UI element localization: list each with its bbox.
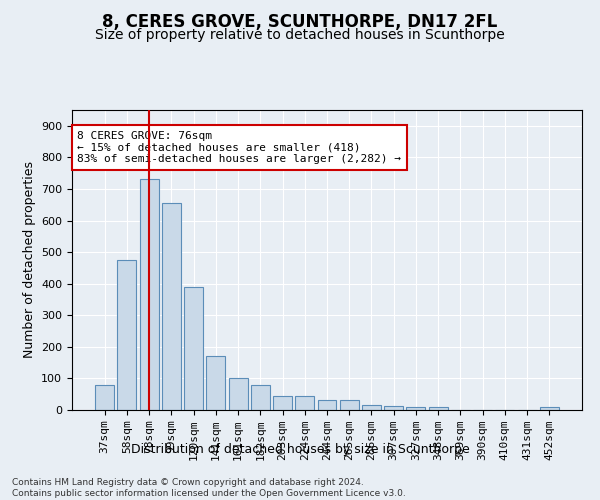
Bar bbox=[362, 406, 381, 410]
Bar bbox=[406, 407, 425, 410]
Bar bbox=[340, 400, 359, 410]
Bar bbox=[118, 260, 136, 410]
Bar bbox=[317, 400, 337, 410]
Bar bbox=[206, 356, 225, 410]
Text: Contains HM Land Registry data © Crown copyright and database right 2024.
Contai: Contains HM Land Registry data © Crown c… bbox=[12, 478, 406, 498]
Bar bbox=[273, 396, 292, 410]
Text: Size of property relative to detached houses in Scunthorpe: Size of property relative to detached ho… bbox=[95, 28, 505, 42]
Bar bbox=[229, 378, 248, 410]
Bar bbox=[184, 287, 203, 410]
Bar bbox=[251, 386, 270, 410]
Text: Distribution of detached houses by size in Scunthorpe: Distribution of detached houses by size … bbox=[131, 442, 469, 456]
Text: 8, CERES GROVE, SCUNTHORPE, DN17 2FL: 8, CERES GROVE, SCUNTHORPE, DN17 2FL bbox=[103, 12, 497, 30]
Bar bbox=[540, 407, 559, 410]
Text: 8 CERES GROVE: 76sqm
← 15% of detached houses are smaller (418)
83% of semi-deta: 8 CERES GROVE: 76sqm ← 15% of detached h… bbox=[77, 131, 401, 164]
Bar bbox=[429, 408, 448, 410]
Y-axis label: Number of detached properties: Number of detached properties bbox=[23, 162, 35, 358]
Bar bbox=[140, 180, 158, 410]
Bar bbox=[162, 203, 181, 410]
Bar bbox=[95, 386, 114, 410]
Bar bbox=[384, 406, 403, 410]
Bar bbox=[295, 396, 314, 410]
